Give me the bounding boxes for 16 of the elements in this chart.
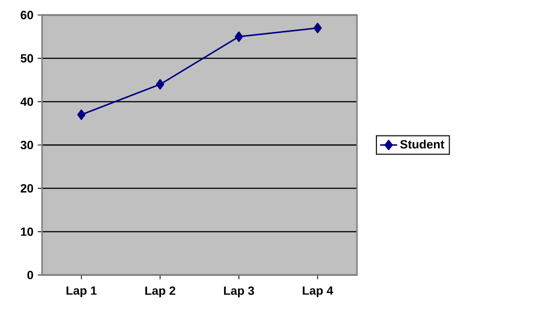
y-tick-label: 60 <box>20 10 34 20</box>
x-tick-label: Lap 2 <box>145 286 176 298</box>
y-tick-label: 50 <box>20 54 34 63</box>
legend-label: Student <box>400 140 444 149</box>
y-tick-label: 20 <box>20 184 34 193</box>
point <box>314 22 322 34</box>
point <box>77 109 86 120</box>
y-tick-label: 40 <box>20 97 34 106</box>
x-tick-label: Lap 1 <box>66 286 97 298</box>
x-tick-label: Lap 4 <box>302 286 334 298</box>
y-tick-label: 30 <box>20 140 34 150</box>
y-tick-label: 10 <box>21 227 34 236</box>
point <box>234 31 243 42</box>
x-tick-label: Lap 3 <box>224 286 254 298</box>
y-tick-label: 0 <box>27 270 34 280</box>
point <box>156 79 164 90</box>
